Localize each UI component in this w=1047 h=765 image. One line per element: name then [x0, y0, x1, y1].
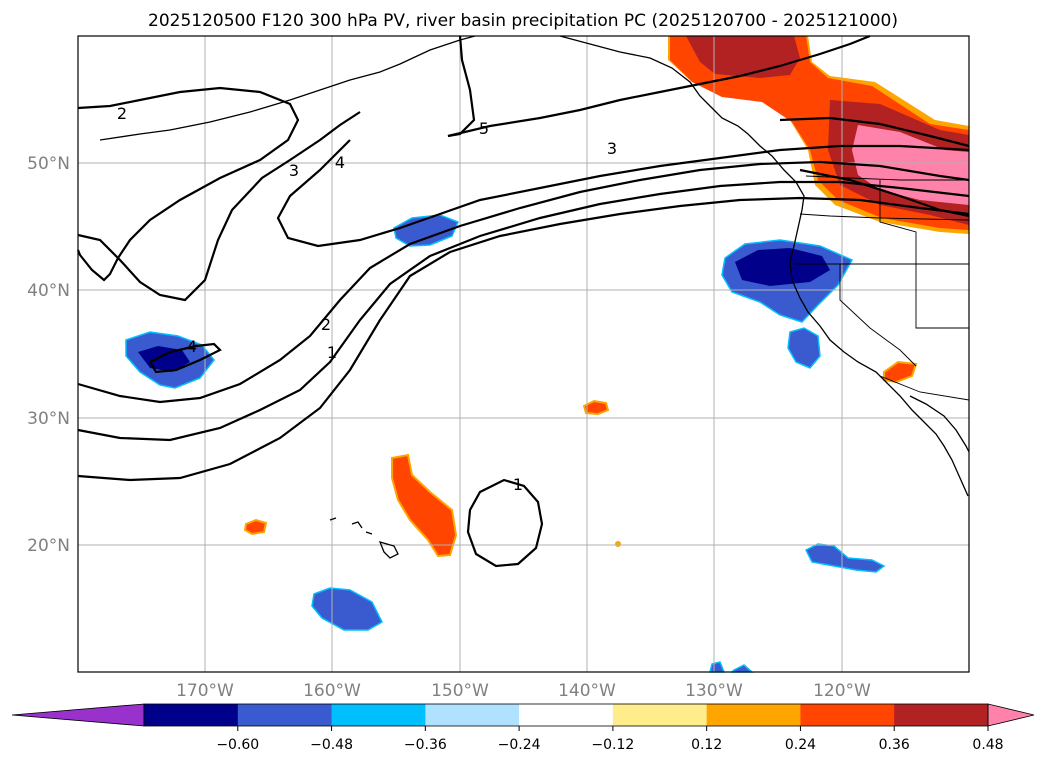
colorbar-segment: [800, 704, 895, 726]
precip-negative-ca-offshore: [787, 327, 821, 369]
hawaii-islands: [329, 517, 399, 559]
lat-label-40n: 40°N: [27, 281, 70, 301]
contour-label: 4: [335, 153, 345, 172]
precip-negative-oregon-core: [735, 248, 830, 286]
contour-label: 5: [479, 119, 489, 138]
colorbar-tick-label: −0.48: [310, 737, 353, 753]
lat-label-20n: 20°N: [27, 536, 70, 556]
colorbar-segment: [612, 704, 708, 726]
precip-positive-dot: [615, 541, 621, 547]
pv-contour-5-loop: [447, 35, 476, 138]
colorbar-tick-label: −0.60: [216, 737, 259, 753]
colorbar-segment: [331, 704, 426, 726]
map-panel: 2 3 4 5 3 2 1 4 1: [76, 34, 970, 673]
coastline-baja-inner: [909, 395, 970, 453]
pv-contour-1-middle: [77, 180, 970, 442]
longitude-labels: 170°W 160°W 150°W 140°W 130°W 120°W: [176, 681, 871, 701]
precip-positive-hawaii-north: [391, 453, 458, 558]
precip-shading: [125, 36, 969, 673]
colorbar-tick-label: 0.24: [785, 737, 816, 753]
colorbar-extend-max: [987, 703, 1035, 727]
precip-positive-central-pacific: [582, 399, 610, 416]
lat-label-50n: 50°N: [27, 154, 70, 174]
coastlines: [99, 35, 970, 559]
contour-label: 4: [187, 337, 197, 356]
pv-contour-inland: [799, 168, 970, 218]
colorbar-ticks: −0.60 −0.48 −0.36 −0.24 −0.12 0.12 0.24 0.36 0.4…: [216, 726, 1004, 753]
colorbar-tick-label: 0.36: [879, 737, 910, 753]
precip-positive-west-hawaii: [243, 518, 268, 536]
latitude-labels: 50°N 40°N 30°N 20°N: [27, 154, 70, 556]
coastline-alaska-aleutians: [99, 35, 476, 141]
colorbar-tick-label: −0.12: [591, 737, 634, 753]
pv-contour-2-northwest: [76, 86, 300, 282]
lat-label-30n: 30°N: [27, 409, 70, 429]
colorbar-segment: [425, 704, 520, 726]
lon-label-170w: 170°W: [176, 681, 234, 701]
pv-contour-0-south: [77, 196, 970, 482]
lon-label-120w: 120°W: [813, 681, 871, 701]
colorbar-frame: [143, 703, 989, 727]
lon-label-160w: 160°W: [303, 681, 361, 701]
lon-label-140w: 140°W: [558, 681, 616, 701]
pv-contour-3-east: [779, 116, 970, 148]
contour-label: 2: [117, 104, 127, 123]
pv-contour-4-ridge: [276, 139, 970, 248]
pv-contour-3-northwest: [77, 111, 361, 302]
contour-label: 3: [607, 139, 617, 158]
pv-contour-2-middle: [77, 160, 970, 404]
contour-label: 1: [327, 343, 337, 362]
border-us-canada: [805, 175, 969, 181]
pv-contours: [76, 34, 970, 568]
gridlines: [78, 36, 969, 672]
colorbar-segment: [519, 704, 614, 726]
colorbar-segment: [144, 704, 239, 726]
coastline-us-west: [789, 209, 969, 497]
lon-label-130w: 130°W: [685, 681, 743, 701]
pv-contour-5-north: [447, 34, 871, 138]
map-frame: [77, 35, 970, 673]
colorbar: −0.60 −0.48 −0.36 −0.24 −0.12 0.12 0.24 0.36 0.4…: [11, 703, 1035, 753]
lon-label-150w: 150°W: [431, 681, 489, 701]
colorbar-segment: [706, 704, 801, 726]
pv-contour-4-closed-west: [148, 342, 222, 374]
colorbar-segment: [237, 704, 333, 726]
contour-label: 2: [321, 315, 331, 334]
pv-contour-1-closed-subtropical: [466, 478, 544, 568]
colorbar-segments: [144, 704, 989, 726]
contour-labels: 2 3 4 5 3 2 1 4 1: [117, 104, 617, 494]
colorbar-tick-label: −0.36: [404, 737, 447, 753]
colorbar-extend-min: [11, 703, 145, 727]
colorbar-tick-label: 0.12: [691, 737, 722, 753]
map-title: 2025120500 F120 300 hPa PV, river basin …: [148, 11, 898, 31]
colorbar-tick-label: 0.48: [972, 737, 1003, 753]
precip-negative-north-pacific: [393, 214, 459, 247]
precip-negative-south-hawaii: [311, 587, 383, 631]
colorbar-tick-label: −0.24: [498, 737, 541, 753]
contour-label: 1: [513, 475, 523, 494]
colorbar-segment: [894, 704, 989, 726]
border-idaho: [879, 180, 969, 329]
coastline-alaska-gulf: [559, 35, 805, 211]
border-ca-nevada: [839, 264, 917, 367]
border-oregon-washington: [799, 213, 970, 221]
contour-label: 3: [289, 161, 299, 180]
border-us-mexico: [879, 375, 970, 401]
